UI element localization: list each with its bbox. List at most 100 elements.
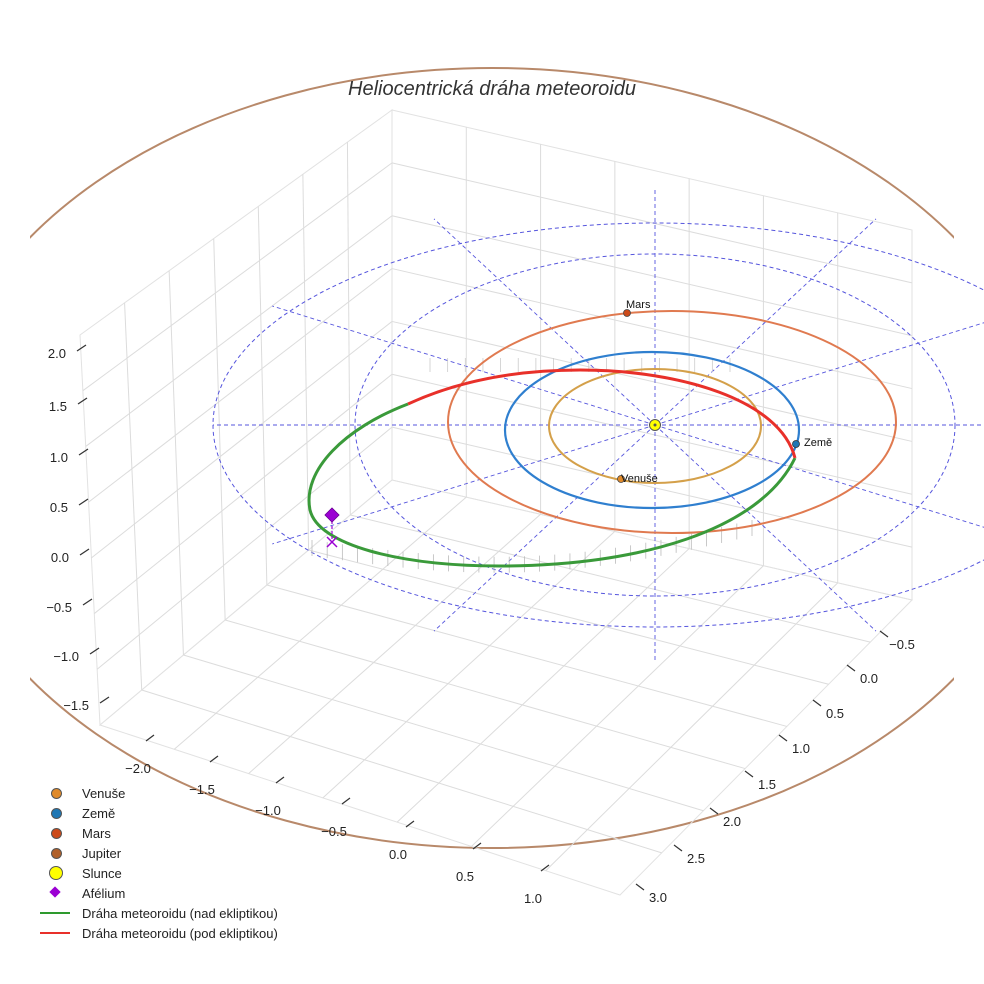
earth-legend-icon bbox=[51, 808, 62, 819]
z-tick-label: 1.5 bbox=[49, 399, 67, 414]
grid-line bbox=[225, 619, 746, 770]
ecliptic-radial-line bbox=[654, 424, 877, 632]
grid-line bbox=[257, 206, 268, 586]
z-tick-mark bbox=[79, 548, 90, 556]
legend-item-orbit-below: Dráha meteoroidu (pod ekliptikou) bbox=[40, 924, 340, 942]
z-axis-ticks: −1.5 −1.0 −0.5 0.0 0.5 1.0 1.5 2.0 bbox=[46, 344, 110, 713]
grid-line bbox=[82, 162, 393, 392]
legend-label: Mars bbox=[82, 825, 111, 841]
z-tick-label: −1.0 bbox=[53, 649, 79, 664]
legend-item-sun: Slunce bbox=[40, 864, 340, 882]
grid-line bbox=[266, 584, 787, 727]
meteoroid-orbit-above bbox=[307, 402, 797, 568]
grid-line bbox=[346, 142, 351, 516]
legend-item-mars: Mars bbox=[40, 824, 340, 842]
venus-label: Venuše bbox=[621, 473, 658, 485]
legend-label: Země bbox=[82, 805, 116, 821]
y-tick-label: 3.0 bbox=[649, 890, 667, 905]
z-tick-label: 2.0 bbox=[48, 346, 66, 361]
ecliptic-radial-line bbox=[654, 218, 877, 426]
z-tick-label: 0.0 bbox=[51, 550, 69, 565]
ecliptic-radial-line bbox=[654, 424, 984, 528]
earth-label: Země bbox=[804, 437, 832, 449]
grid-line bbox=[308, 549, 829, 685]
grid-line bbox=[168, 270, 184, 656]
x-tick-mark bbox=[341, 797, 351, 805]
x-tick-label: −1.5 bbox=[189, 782, 215, 797]
orbit-below-legend-icon bbox=[40, 932, 70, 934]
venus-orbit bbox=[548, 368, 762, 484]
orbit-above-legend-icon bbox=[40, 912, 70, 914]
legend-label: Dráha meteoroidu (nad ekliptikou) bbox=[82, 905, 278, 921]
ecliptic-radial-line bbox=[272, 424, 656, 545]
y-tick-mark bbox=[879, 630, 889, 638]
grid-line bbox=[391, 162, 913, 284]
grid-line bbox=[91, 321, 393, 559]
grid-line bbox=[93, 373, 393, 614]
ecliptic-radial-line bbox=[654, 322, 984, 426]
x-tick-mark bbox=[275, 776, 285, 784]
x-tick-mark bbox=[472, 842, 482, 850]
legend-label: Venuše bbox=[82, 785, 126, 801]
grid-line bbox=[322, 531, 616, 799]
y-tick-mark bbox=[812, 699, 822, 707]
grid-line bbox=[96, 426, 393, 670]
y-tick-label: 2.5 bbox=[687, 851, 705, 866]
x-tick-label: 1.0 bbox=[524, 891, 542, 906]
y-tick-label: 2.0 bbox=[723, 814, 741, 829]
venus-marker bbox=[617, 475, 625, 483]
sun-legend-icon bbox=[49, 866, 63, 880]
y-tick-label: −0.5 bbox=[889, 637, 915, 652]
z-tick-mark bbox=[78, 448, 89, 456]
grid-line bbox=[141, 689, 662, 854]
box-grid bbox=[82, 127, 913, 872]
grid-line bbox=[545, 582, 839, 872]
jupiter-legend-icon bbox=[51, 848, 62, 859]
aphelion-projection-marker bbox=[326, 536, 338, 548]
grid-line bbox=[391, 373, 913, 495]
box-back-wall-left bbox=[79, 109, 393, 727]
sun-center bbox=[653, 423, 657, 427]
legend-label: Dráha meteoroidu (pod ekliptikou) bbox=[82, 925, 278, 941]
mars-orbit bbox=[447, 310, 897, 534]
z-tick-label: 1.0 bbox=[50, 450, 68, 465]
y-tick-mark bbox=[635, 883, 645, 891]
ecliptic-grid bbox=[212, 187, 984, 663]
x-tick-mark bbox=[209, 755, 219, 763]
grid-line bbox=[391, 215, 913, 337]
ecliptic-radial-line bbox=[433, 424, 656, 632]
z-tick-mark bbox=[99, 696, 110, 704]
grid-line bbox=[471, 565, 764, 847]
legend-item-aphelion: Afélium bbox=[40, 884, 340, 902]
mars-marker bbox=[623, 309, 631, 317]
z-tick-mark bbox=[76, 344, 87, 352]
legend-item-earth: Země bbox=[40, 804, 340, 822]
y-tick-label: 1.5 bbox=[758, 777, 776, 792]
z-tick-mark bbox=[89, 647, 100, 655]
grid-line bbox=[396, 548, 690, 823]
x-tick-label: 0.5 bbox=[456, 869, 474, 884]
y-tick-label: 0.5 bbox=[826, 706, 844, 721]
y-tick-mark bbox=[846, 664, 856, 672]
chart-title: Heliocentrická dráha meteoroidu bbox=[348, 78, 636, 100]
x-tick-mark bbox=[145, 734, 155, 742]
grid-line bbox=[248, 513, 541, 774]
x-tick-label: −1.0 bbox=[255, 803, 281, 818]
x-axis-ticks: −2.0 −1.5 −1.0 −0.5 0.0 0.5 1.0 bbox=[125, 734, 550, 906]
legend: Venuše Země Mars Jupiter Slunce Afélium … bbox=[40, 784, 340, 954]
x-tick-label: 0.0 bbox=[389, 847, 407, 862]
ecliptic-radial-line bbox=[433, 218, 656, 426]
jupiter-orbit bbox=[30, 67, 954, 849]
earth-orbit bbox=[503, 350, 801, 510]
z-tick-label: 0.5 bbox=[50, 500, 68, 515]
z-tick-mark bbox=[78, 498, 89, 506]
z-tick-mark bbox=[77, 397, 88, 405]
x-tick-mark bbox=[405, 820, 415, 828]
y-tick-mark bbox=[744, 770, 754, 778]
legend-label: Slunce bbox=[82, 865, 122, 881]
y-axis-ticks: −0.5 0.0 0.5 1.0 1.5 2.0 2.5 3.0 bbox=[635, 630, 915, 905]
z-tick-mark bbox=[82, 598, 93, 606]
earth-marker bbox=[792, 440, 800, 448]
grid-line bbox=[173, 496, 467, 750]
grid-line bbox=[213, 238, 226, 621]
